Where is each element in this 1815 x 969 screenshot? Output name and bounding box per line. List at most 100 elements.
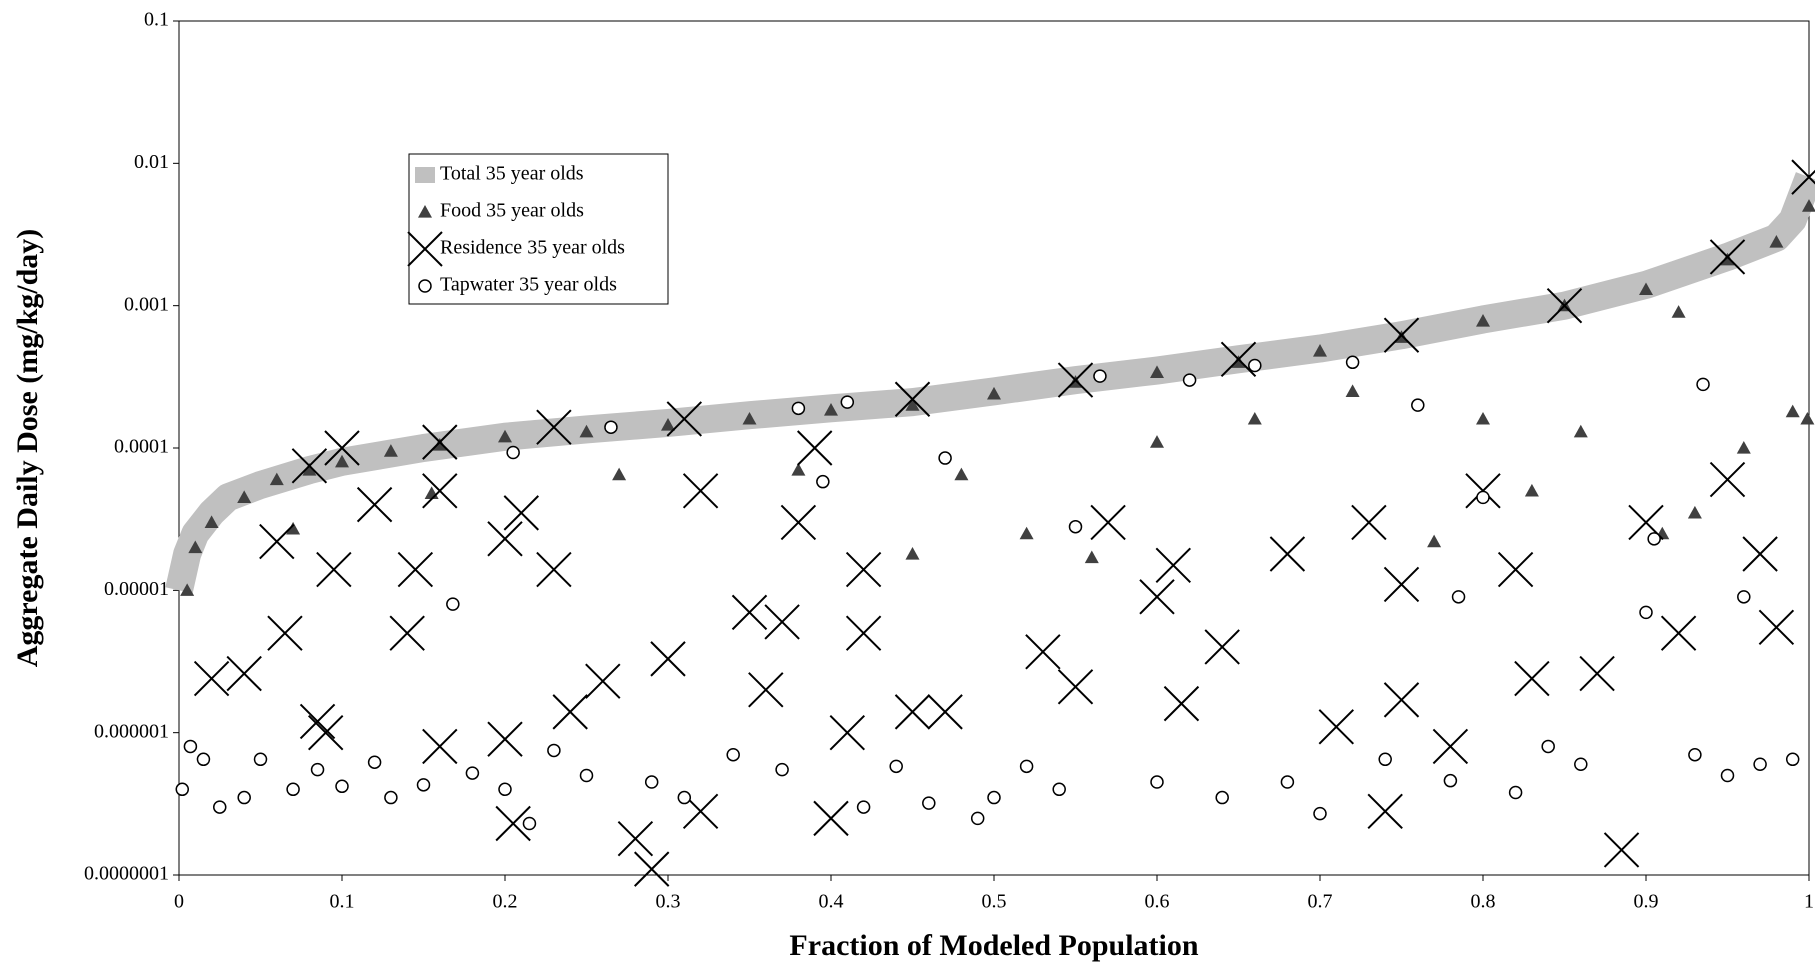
x-marker	[495, 805, 531, 842]
triangle-marker	[1345, 384, 1360, 397]
circle-marker	[889, 759, 903, 774]
x-marker	[585, 663, 621, 699]
y-tick-label: 0.0000001	[84, 863, 169, 885]
triangle-marker	[1150, 365, 1164, 378]
x-marker	[356, 486, 393, 523]
triangle-marker	[791, 463, 806, 476]
x-marker	[487, 721, 523, 757]
circle-marker	[1443, 773, 1458, 788]
triangle-marker	[1687, 505, 1702, 519]
triangle-marker	[1019, 526, 1034, 540]
x-marker	[1709, 461, 1746, 498]
triangle-marker	[1802, 199, 1815, 212]
x-marker	[748, 672, 784, 708]
x-marker	[259, 523, 295, 560]
x-marker	[1163, 685, 1200, 722]
circle-marker	[1182, 373, 1197, 387]
x-marker	[1497, 551, 1534, 588]
x-tick-label: 0.2	[493, 891, 518, 913]
x-marker	[299, 703, 336, 740]
x-marker	[666, 401, 703, 437]
triangle-marker	[498, 429, 512, 443]
triangle-marker	[954, 467, 969, 481]
x-marker	[503, 495, 540, 531]
circle-marker	[1696, 377, 1710, 392]
x-axis-title: Fraction of Modeled Population	[789, 929, 1198, 962]
x-marker	[1603, 832, 1640, 868]
triangle-marker	[302, 463, 317, 476]
circle-marker	[416, 778, 431, 792]
x-marker	[1791, 159, 1815, 195]
legend-box	[408, 153, 669, 305]
circle-marker	[922, 796, 936, 810]
circle-marker	[579, 768, 594, 783]
x-marker	[193, 660, 230, 697]
x-marker	[1709, 239, 1746, 275]
x-tick-label: 0.8	[1471, 891, 1496, 913]
circle-marker	[335, 779, 349, 794]
triangle-marker	[1231, 355, 1246, 368]
circle-marker	[791, 401, 806, 416]
circle-marker	[726, 747, 740, 762]
triangle-marker	[661, 418, 675, 431]
triangle-marker	[742, 411, 757, 425]
x-marker	[422, 728, 458, 765]
triangle-marker	[1247, 411, 1262, 425]
legend: Total 35 year olds Food 35 year olds Resid…	[407, 153, 669, 305]
x-tick-label: 0.9	[1634, 891, 1659, 913]
triangle-marker	[1573, 424, 1588, 438]
triangle-marker	[1084, 550, 1099, 564]
x-marker	[633, 851, 670, 887]
y-tick-label: 0.001	[124, 293, 169, 315]
legend-label: Food 35 year olds	[440, 200, 584, 222]
triangle-marker	[1150, 435, 1164, 448]
x-marker	[617, 820, 654, 857]
circle-marker	[506, 445, 520, 460]
x-marker	[552, 694, 588, 730]
x-marker	[536, 409, 572, 445]
x-marker	[764, 604, 800, 640]
triangle-marker	[824, 402, 838, 416]
y-tick-label: 0.01	[134, 151, 169, 173]
x-tick-label: 0.4	[819, 891, 844, 913]
circle-marker	[938, 451, 952, 465]
x-marker	[1432, 728, 1469, 765]
legend-marker	[415, 167, 435, 183]
x-marker	[397, 551, 434, 588]
circle-marker	[1508, 785, 1523, 800]
triangle-marker	[579, 424, 594, 438]
series	[180, 199, 1815, 596]
circle-marker	[237, 790, 251, 805]
y-tick-label: 0.000001	[94, 720, 169, 742]
circle-marker	[1688, 747, 1702, 762]
circle-marker	[1541, 739, 1555, 754]
x-marker	[316, 551, 352, 588]
triangle-marker	[1785, 404, 1800, 418]
x-marker	[1318, 709, 1355, 745]
x-tick-label: 0.3	[656, 891, 681, 913]
x-marker	[894, 694, 931, 730]
circle-marker	[310, 762, 325, 777]
circle-marker	[1093, 369, 1107, 383]
circle-marker	[970, 811, 985, 826]
circle-marker	[213, 800, 227, 814]
circle-marker	[644, 775, 659, 789]
triangle-marker	[1427, 534, 1442, 548]
y-axis-title: Aggregate Daily Dose (mg/kg/day)	[11, 229, 44, 668]
x-marker	[796, 430, 833, 466]
x-marker	[731, 594, 768, 631]
x-marker	[1090, 504, 1126, 541]
x-marker	[1383, 682, 1420, 718]
legend-label: Tapwater 35 year olds	[440, 274, 617, 296]
x-tick-label: 0.1	[330, 891, 355, 913]
circle-marker	[856, 800, 871, 814]
circle-marker	[1753, 757, 1767, 771]
triangle-marker	[383, 444, 398, 457]
circle-marker	[446, 597, 460, 611]
circle-marker	[367, 755, 382, 769]
triangle-marker	[204, 515, 219, 529]
legend-marker	[418, 205, 432, 218]
triangle-marker	[432, 437, 447, 451]
